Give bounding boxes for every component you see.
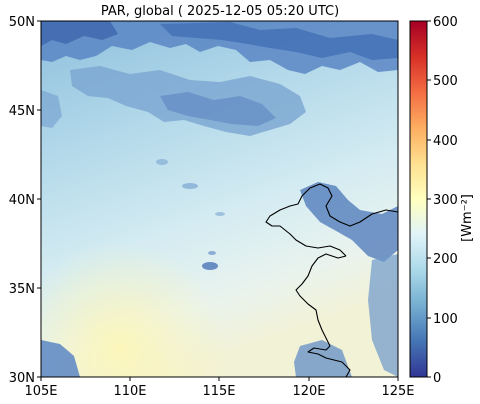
cloud-patch-2 [208, 251, 216, 255]
cloud-bohai [300, 182, 398, 262]
cloud-cover-layer [41, 21, 398, 377]
x-tick-label: 120E [292, 384, 325, 399]
cloud-band-northwest [41, 21, 118, 46]
colorbar-scale [409, 20, 428, 378]
x-tick-label: 125E [381, 384, 414, 399]
x-axis: 105E 110E 115E 120E 125E [24, 377, 415, 399]
colorbar-tick-label: 100 [433, 312, 458, 327]
colorbar-tick-label: 300 [433, 193, 458, 208]
coastline [265, 183, 398, 377]
colorbar-tick-label: 200 [433, 252, 458, 267]
colorbar-tick-label: 500 [433, 74, 458, 89]
cloud-mass-central-dark [160, 92, 276, 126]
x-tick-label: 115E [202, 384, 235, 399]
y-tick-label: 50N [9, 15, 35, 30]
cloud-southwest [41, 340, 80, 377]
coastline-jiangsu [307, 345, 351, 377]
coastline-shandong [295, 253, 347, 347]
cloud-patch-1 [202, 262, 218, 270]
colorbar-ticks: 600 500 400 300 200 100 0 [427, 15, 458, 386]
cloud-patch-4 [156, 159, 168, 165]
coastline-liaodong [265, 183, 398, 257]
colorbar-label: [Wm⁻²] [460, 194, 475, 242]
y-tick-label: 30N [9, 371, 35, 386]
cloud-patch-5 [215, 212, 225, 216]
x-tick-label: 110E [113, 384, 146, 399]
y-tick-label: 35N [9, 282, 35, 297]
y-axis: 50N 45N 40N 35N 30N [9, 15, 41, 386]
cloud-east-edge [368, 254, 398, 377]
cloud-west-edge [41, 90, 62, 128]
cloud-patch-3 [182, 183, 198, 189]
colorbar: 600 500 400 300 200 100 0 [Wm⁻²] [409, 15, 475, 386]
colorbar-tick-label: 600 [433, 15, 458, 30]
cloud-band-north-dark [160, 22, 398, 60]
colorbar-tick-label: 400 [433, 134, 458, 149]
x-tick-label: 105E [24, 384, 57, 399]
y-tick-label: 40N [9, 193, 35, 208]
colorbar-tick-label: 0 [433, 371, 441, 386]
y-tick-label: 45N [9, 104, 35, 119]
chart-title: PAR, global ( 2025-12-05 05:20 UTC) [101, 4, 339, 19]
cloud-south-coast [294, 340, 352, 377]
map-plot-area[interactable] [41, 21, 398, 377]
